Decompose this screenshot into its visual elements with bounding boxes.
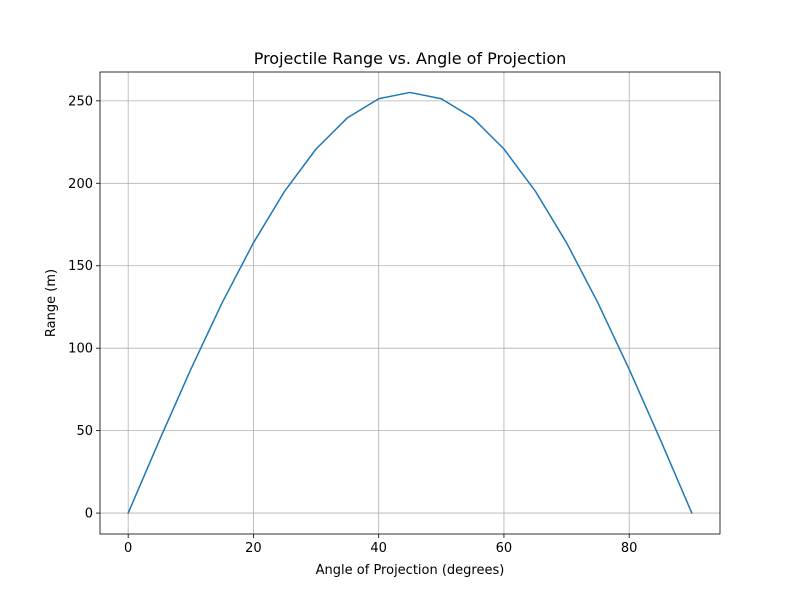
plot-frame [99,71,721,535]
y-tick-label: 50 [76,424,93,439]
x-tick-label: 20 [245,541,262,556]
series-line [127,91,693,514]
y-tick-label: 100 [68,342,93,357]
y-tick-label: 250 [68,94,93,109]
grid-layer [100,72,720,534]
tick-layer: 0 20 40 60 80 0 50 100 150 200 250 [68,94,637,556]
x-axis-label: Angle of Projection (degrees) [316,563,505,578]
x-tick-label: 0 [124,541,132,556]
chart-title: Projectile Range vs. Angle of Projection [254,49,567,68]
y-tick-label: 0 [85,507,93,522]
y-tick-label: 150 [68,259,93,274]
series-layer [127,91,693,514]
y-tick-label: 200 [68,177,93,192]
x-tick-label: 40 [370,541,387,556]
x-tick-label: 60 [496,541,513,556]
x-tick-label: 80 [621,541,638,556]
y-axis-label: Range (m) [44,269,59,337]
